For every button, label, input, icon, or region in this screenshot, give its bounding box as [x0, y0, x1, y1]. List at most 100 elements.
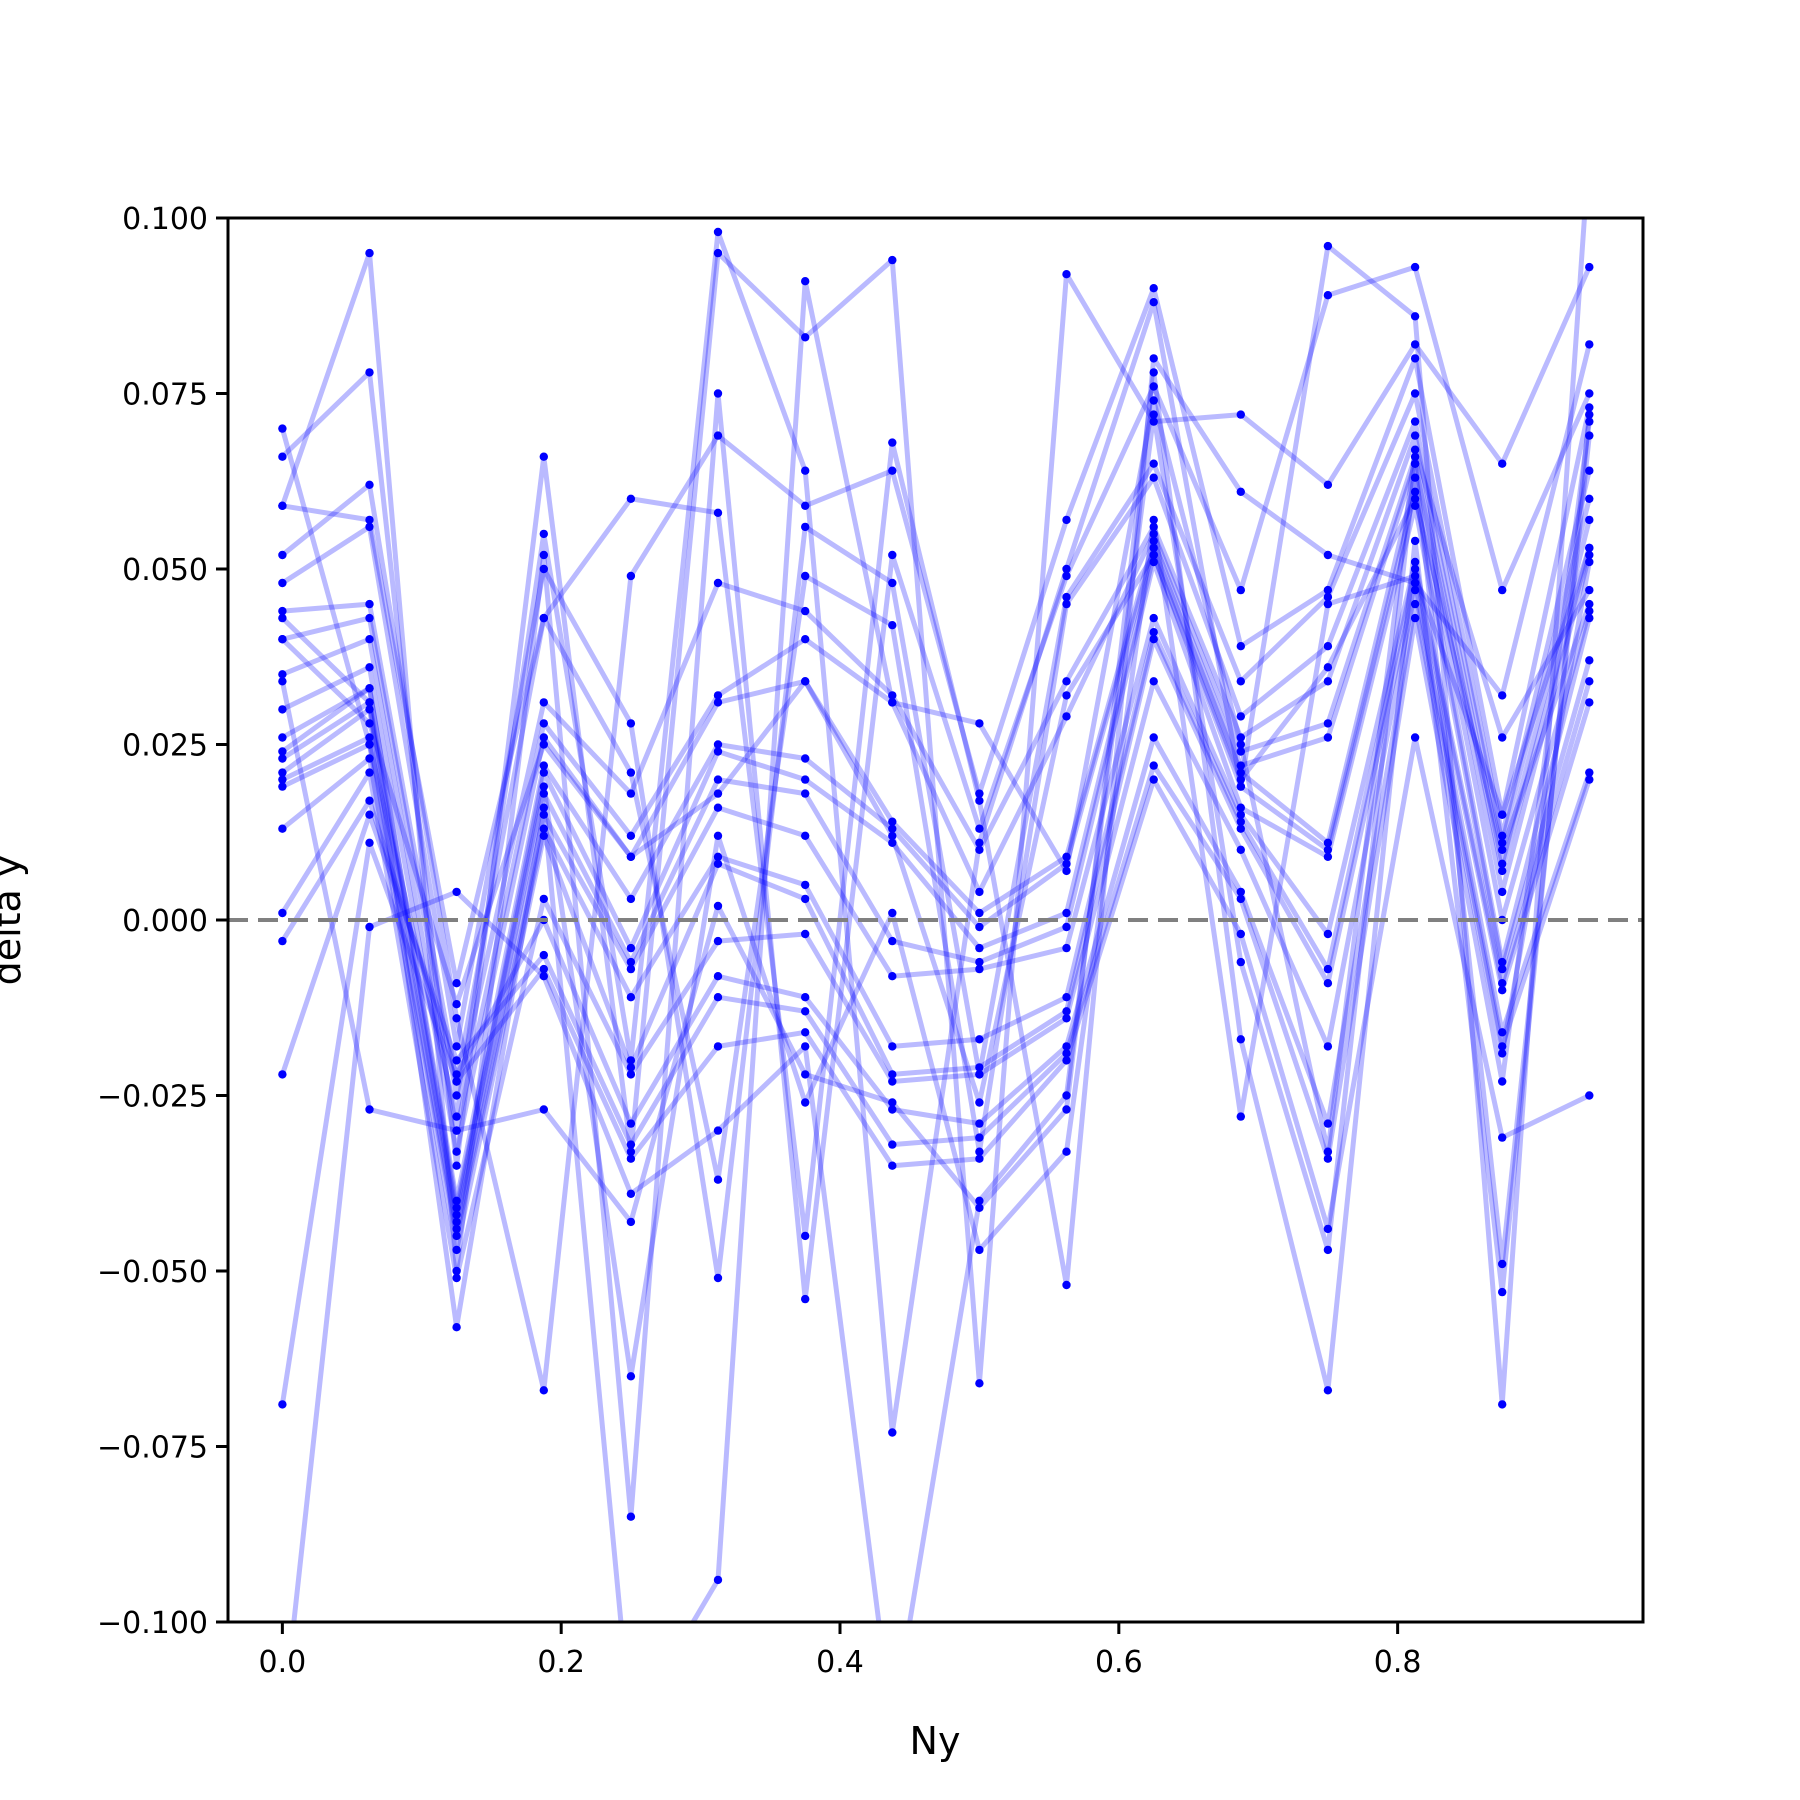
- data-point: [1062, 691, 1071, 700]
- data-point: [1236, 775, 1246, 784]
- data-point: [278, 550, 287, 560]
- data-point: [1498, 585, 1507, 595]
- data-point: [713, 972, 723, 981]
- data-point: [1498, 845, 1507, 854]
- data-point: [539, 824, 548, 833]
- data-point: [1585, 403, 1594, 412]
- series-line-20: [279, 735, 1591, 1405]
- data-point: [713, 901, 723, 911]
- data-point: [801, 677, 810, 686]
- data-point: [975, 845, 984, 854]
- data-point: [1498, 1049, 1507, 1058]
- data-point: [539, 768, 548, 777]
- data-point: [801, 571, 810, 581]
- data-point: [452, 1147, 461, 1156]
- data-point: [1410, 536, 1420, 546]
- data-point: [1236, 929, 1246, 939]
- data-point: [365, 480, 374, 489]
- data-point: [1410, 417, 1420, 426]
- data-point: [452, 1161, 461, 1170]
- data-point: [1585, 768, 1594, 777]
- data-point: [1498, 957, 1507, 967]
- data-point: [1149, 677, 1158, 686]
- data-point: [1062, 677, 1071, 686]
- data-point: [278, 908, 287, 918]
- data-point: [1062, 1091, 1071, 1100]
- y-tick-label: −0.050: [97, 1255, 208, 1290]
- data-point: [626, 1147, 636, 1156]
- data-point: [452, 1224, 461, 1234]
- data-point: [1062, 1014, 1071, 1023]
- data-point: [1410, 431, 1420, 440]
- data-point: [365, 698, 374, 707]
- data-point: [1323, 719, 1333, 728]
- data-point: [278, 824, 287, 833]
- data-point: [1410, 473, 1420, 482]
- data-point: [1410, 312, 1420, 321]
- data-point: [1062, 564, 1071, 574]
- data-point: [1062, 1049, 1071, 1058]
- data-point: [1323, 964, 1333, 974]
- data-point: [626, 571, 636, 581]
- series-line-19: [280, 421, 1592, 1162]
- data-point: [975, 1035, 984, 1044]
- data-point: [1062, 599, 1071, 609]
- data-point: [1585, 775, 1594, 784]
- data-point: [713, 691, 723, 700]
- data-point: [1410, 585, 1420, 595]
- data-point: [626, 943, 636, 953]
- data-point: [801, 1231, 810, 1241]
- data-point: [1323, 550, 1333, 560]
- data-point: [1149, 515, 1158, 525]
- data-point: [713, 1126, 723, 1135]
- data-point: [365, 663, 374, 672]
- data-point: [1498, 691, 1507, 700]
- data-point: [1236, 761, 1246, 770]
- data-point: [1585, 613, 1594, 623]
- series-line-17: [280, 587, 1592, 1281]
- y-tick-label: 0.025: [122, 729, 208, 764]
- data-point: [801, 754, 810, 763]
- data-point: [1410, 733, 1420, 742]
- data-point: [1062, 712, 1071, 721]
- data-point: [278, 578, 287, 588]
- data-point: [365, 635, 374, 644]
- data-point: [801, 880, 810, 890]
- series-line-1: [279, 218, 1587, 1435]
- data-point: [801, 1070, 810, 1079]
- data-point: [1498, 986, 1507, 995]
- data-point: [1323, 241, 1333, 251]
- data-point: [626, 1119, 636, 1128]
- data-point: [1236, 747, 1246, 756]
- data-point: [888, 1042, 897, 1051]
- data-point: [888, 621, 897, 630]
- data-point: [1410, 389, 1420, 398]
- series-line-15: [281, 566, 1592, 1239]
- data-point: [888, 578, 897, 588]
- data-point: [1149, 775, 1158, 784]
- data-point: [1498, 1077, 1507, 1086]
- data-point: [626, 1512, 636, 1521]
- data-point: [1498, 810, 1507, 819]
- data-point: [1585, 677, 1594, 686]
- data-point: [539, 782, 548, 791]
- data-point: [888, 972, 897, 981]
- data-point: [1410, 494, 1420, 503]
- data-point: [1323, 845, 1333, 854]
- data-point: [452, 1196, 461, 1206]
- data-point: [539, 761, 548, 770]
- data-point: [1410, 487, 1420, 496]
- data-point: [713, 431, 723, 440]
- data-point: [539, 564, 548, 574]
- data-point: [452, 1231, 461, 1241]
- data-point: [1236, 1112, 1246, 1121]
- data-point: [278, 768, 287, 777]
- data-point: [1149, 417, 1158, 426]
- data-point: [975, 824, 984, 833]
- data-point: [888, 838, 897, 847]
- data-point: [975, 838, 984, 847]
- data-point: [1498, 1259, 1507, 1269]
- data-point: [888, 824, 897, 833]
